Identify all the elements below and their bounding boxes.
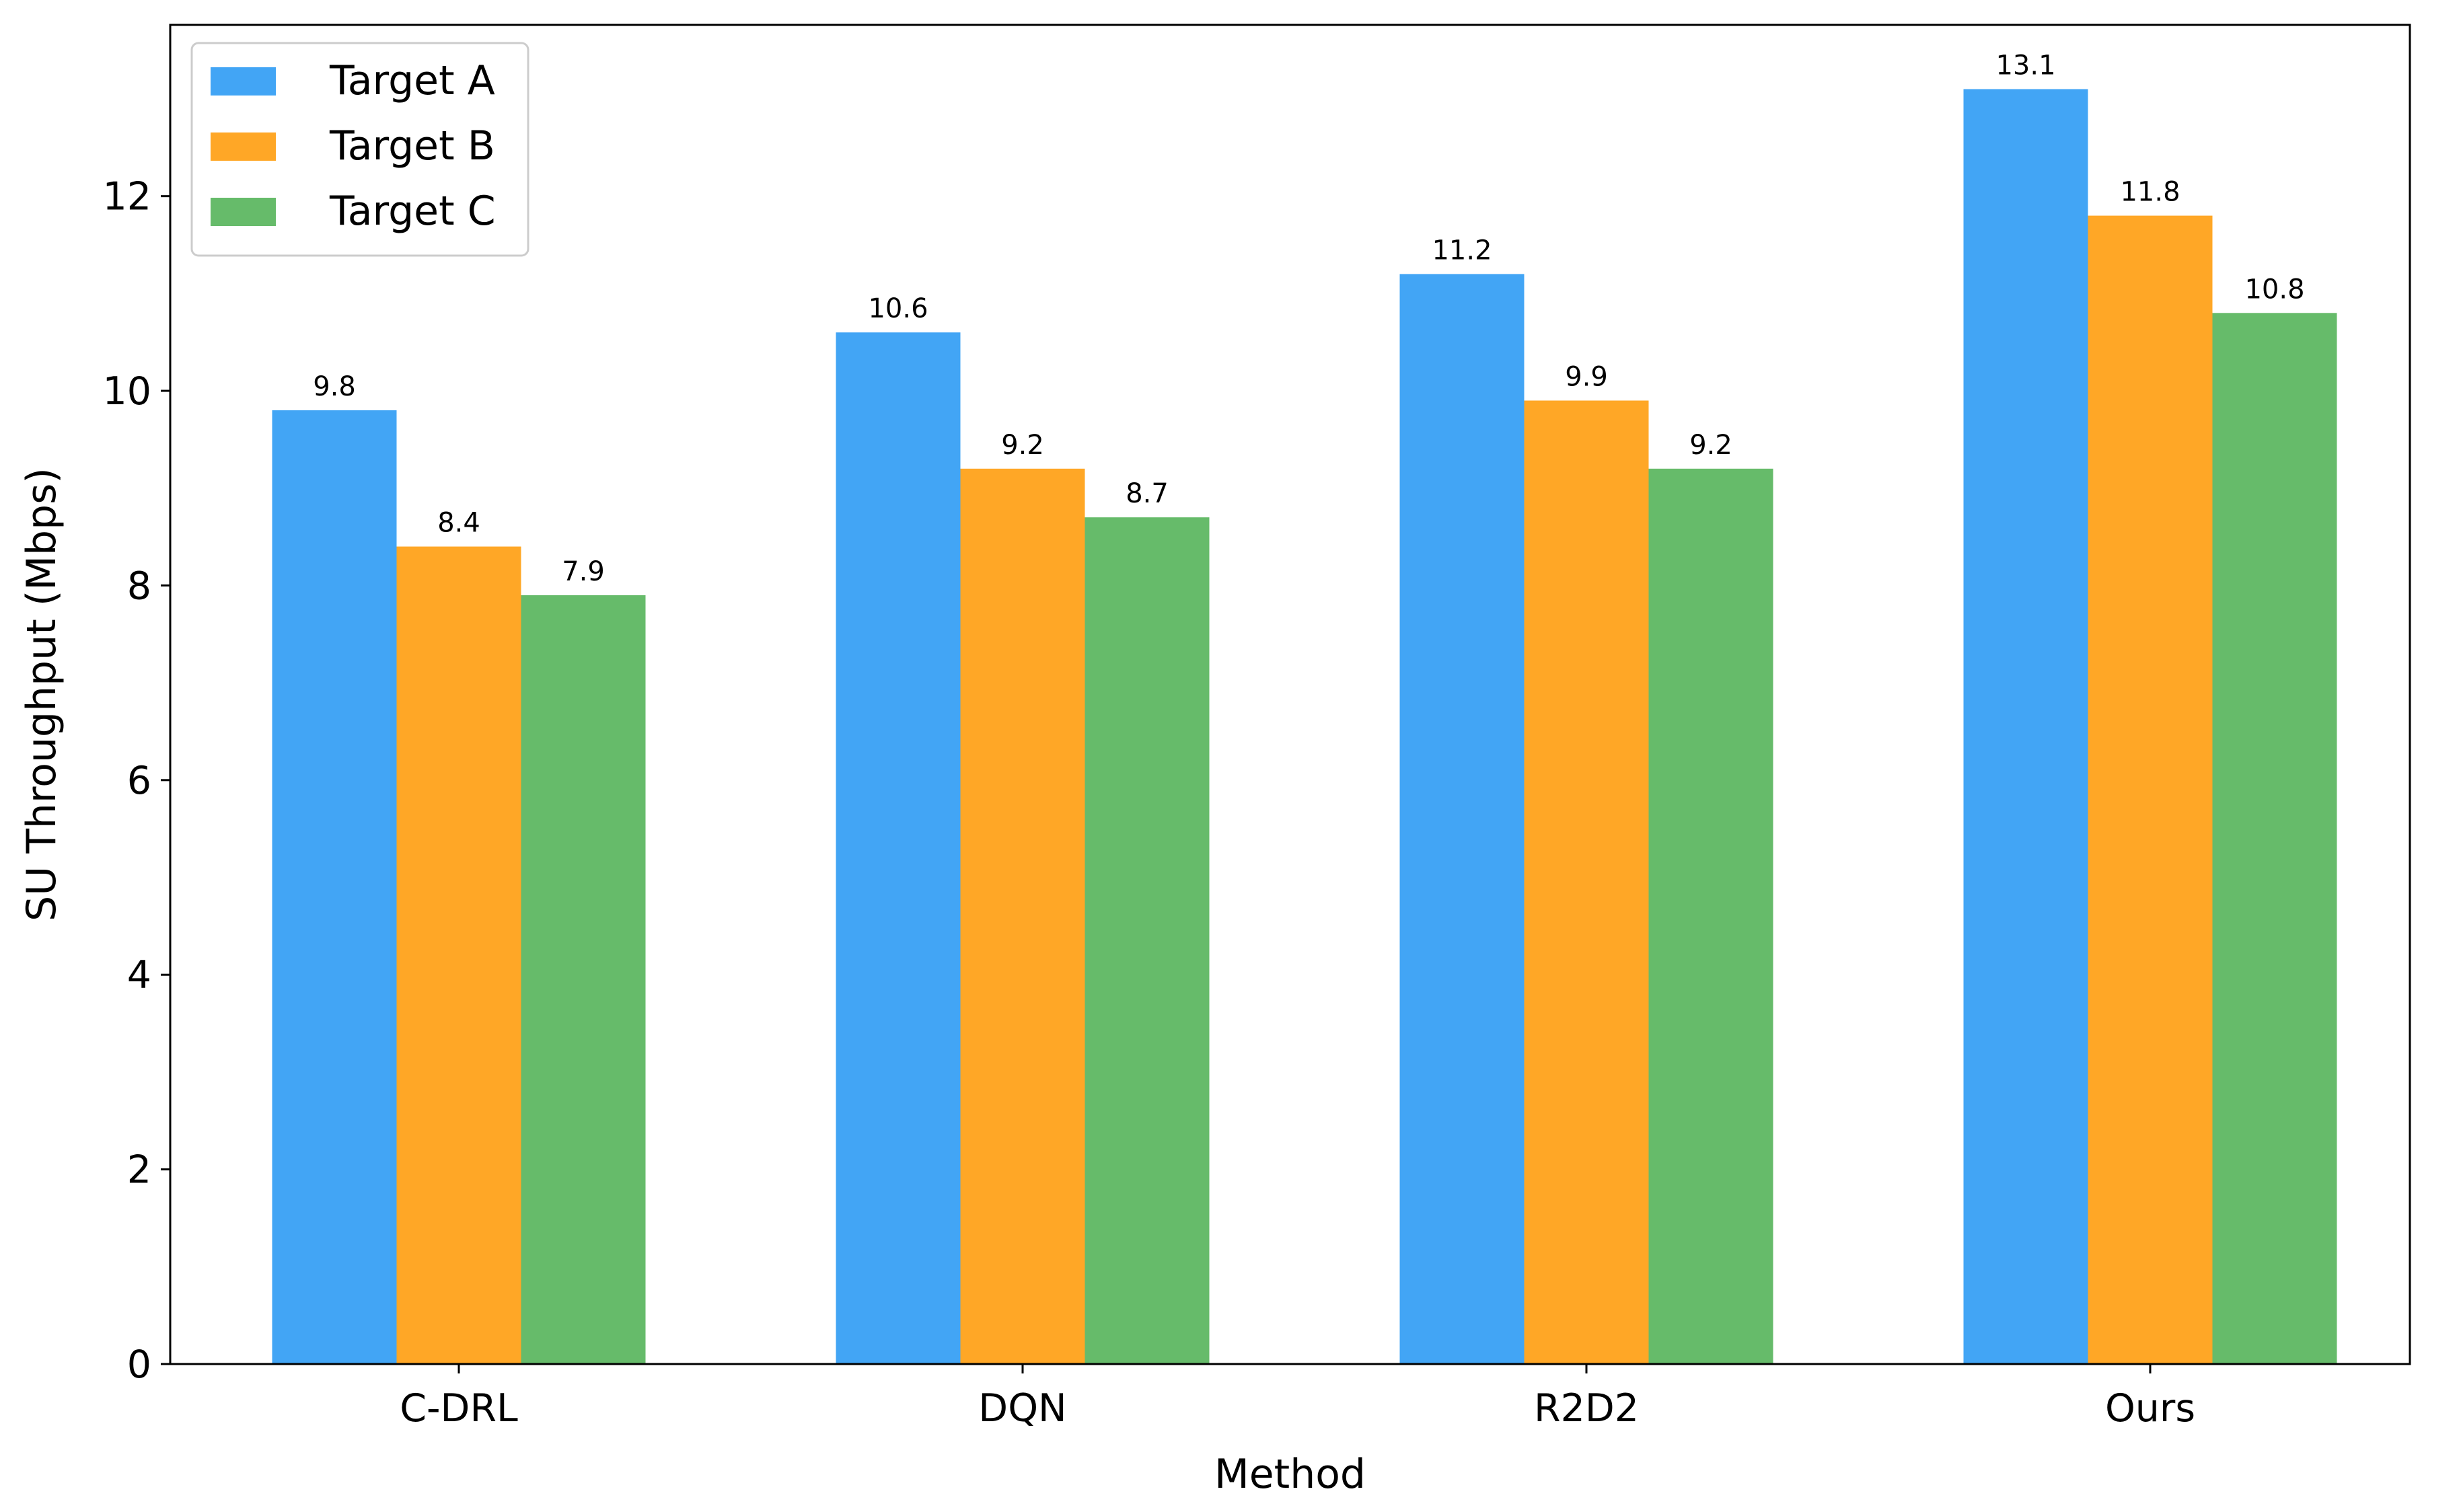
bar-target-c-dqn bbox=[1085, 517, 1210, 1364]
data-label: 9.8 bbox=[313, 371, 356, 402]
bar-target-b-c-drl bbox=[396, 546, 521, 1364]
y-axis: 0 2 4 6 8 10 12 bbox=[102, 175, 170, 1387]
y-axis-label: SU Throughput (Mbps) bbox=[18, 467, 65, 921]
legend-label: Target B bbox=[329, 122, 495, 169]
bar-target-c-r2d2 bbox=[1648, 468, 1773, 1365]
bar-target-c-ours bbox=[2212, 313, 2337, 1364]
data-label: 11.8 bbox=[2120, 177, 2180, 208]
bar-target-b-dqn bbox=[960, 468, 1085, 1365]
y-tick-label: 0 bbox=[127, 1343, 151, 1387]
data-label: 9.9 bbox=[1565, 362, 1608, 393]
data-label: 8.7 bbox=[1126, 478, 1169, 509]
legend[interactable]: Target A Target B Target C bbox=[190, 42, 529, 257]
bar-target-b-r2d2 bbox=[1524, 400, 1649, 1365]
y-tick-label: 4 bbox=[127, 953, 151, 997]
x-tick-label: C-DRL bbox=[400, 1386, 518, 1431]
data-label: 10.6 bbox=[868, 293, 928, 324]
x-tick-label: R2D2 bbox=[1534, 1386, 1639, 1431]
x-axis-label: Method bbox=[1214, 1451, 1366, 1498]
bar-target-a-c-drl bbox=[272, 410, 397, 1365]
data-label: 10.8 bbox=[2244, 274, 2304, 305]
legend-label: Target C bbox=[329, 188, 496, 235]
bar-target-a-r2d2 bbox=[1399, 274, 1525, 1365]
x-axis: C-DRL DQN R2D2 Ours bbox=[400, 1364, 2195, 1431]
data-label: 11.2 bbox=[1432, 235, 1492, 266]
x-tick-label: DQN bbox=[978, 1386, 1066, 1431]
y-tick-label: 2 bbox=[127, 1148, 151, 1193]
y-tick-label: 6 bbox=[127, 759, 151, 803]
legend-swatch bbox=[211, 133, 276, 161]
plot-frame bbox=[169, 24, 2411, 1365]
legend-label: Target A bbox=[329, 57, 495, 104]
bar-target-c-c-drl bbox=[521, 595, 646, 1364]
y-tick-label: 8 bbox=[127, 564, 151, 608]
legend-swatch bbox=[211, 67, 276, 96]
data-label: 8.4 bbox=[437, 508, 480, 539]
bar-target-a-dqn bbox=[836, 332, 961, 1364]
data-label: 9.2 bbox=[1689, 430, 1732, 461]
data-label: 7.9 bbox=[562, 556, 605, 587]
y-tick-label: 12 bbox=[102, 175, 151, 219]
bar-target-a-ours bbox=[1963, 89, 2088, 1365]
data-label: 9.2 bbox=[1001, 430, 1044, 461]
bar-target-b-ours bbox=[2088, 215, 2213, 1364]
y-tick-label: 10 bbox=[102, 369, 151, 414]
bars-layer bbox=[272, 89, 2337, 1365]
data-label: 13.1 bbox=[1995, 50, 2055, 81]
legend-swatch bbox=[211, 198, 276, 226]
data-labels-layer: 9.8 10.6 11.2 13.1 8.4 9.2 9.9 11.8 7.9 8.7 9.2 10.… bbox=[313, 50, 2304, 587]
x-tick-label: Ours bbox=[2105, 1386, 2195, 1431]
